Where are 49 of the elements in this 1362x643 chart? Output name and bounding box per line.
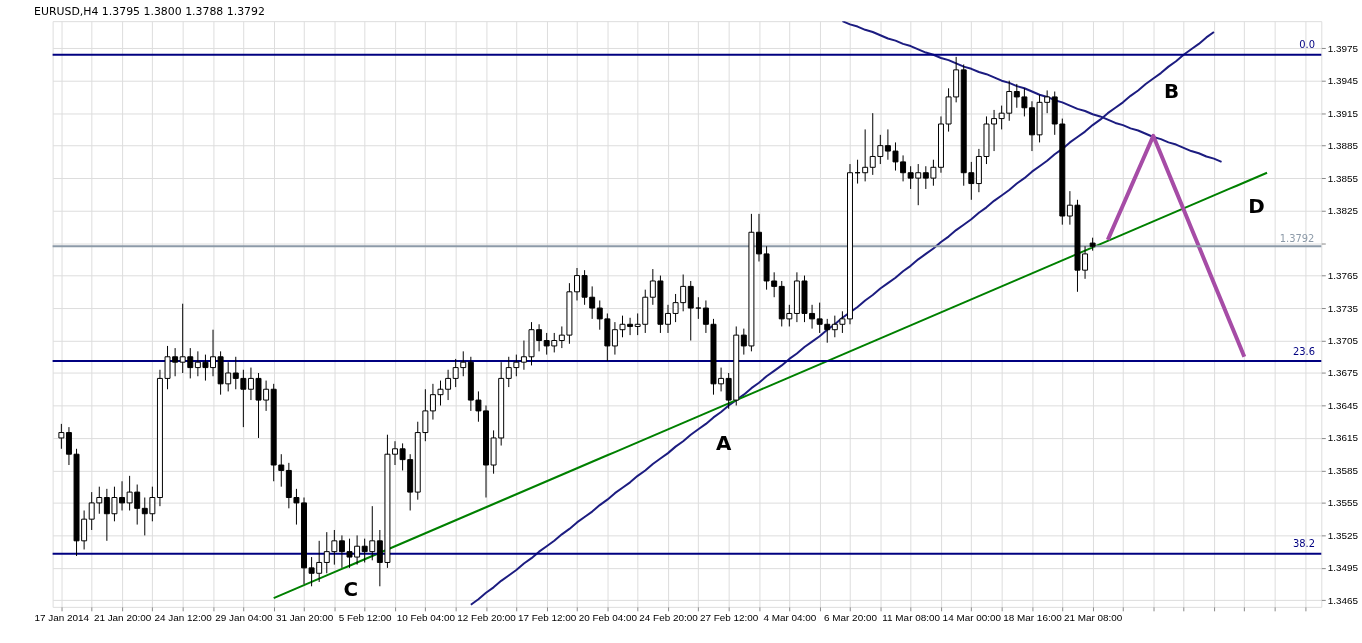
y-tick-label: 1.3555 bbox=[1327, 497, 1359, 509]
y-tick-label: 1.3915 bbox=[1327, 107, 1359, 119]
y-tick-label: 1.3825 bbox=[1327, 205, 1359, 217]
x-tick-label: 4 Mar 04:00 bbox=[763, 612, 817, 624]
y-tick-label: 1.3705 bbox=[1327, 335, 1359, 346]
line-series bbox=[1105, 133, 1247, 359]
annotation: D bbox=[1248, 195, 1265, 219]
x-tick-label: 12 Feb 20:00 bbox=[457, 612, 517, 624]
y-tick-label: 1.3735 bbox=[1327, 302, 1359, 314]
line-series bbox=[272, 171, 1269, 600]
y-tick-label: 1.3495 bbox=[1327, 562, 1359, 574]
y-tick-label: 1.3675 bbox=[1327, 367, 1359, 379]
ref-line-label: 1.3792 bbox=[1279, 233, 1315, 245]
y-tick-label: 1.3945 bbox=[1327, 75, 1359, 87]
x-tick-label: 24 Jan 12:00 bbox=[154, 612, 213, 624]
x-tick-label: 10 Feb 04:00 bbox=[396, 612, 456, 624]
y-tick-label: 1.3525 bbox=[1327, 529, 1359, 541]
y-tick-label: 1.3585 bbox=[1327, 464, 1359, 476]
candlestick bbox=[695, 296, 702, 320]
annotation: A bbox=[716, 431, 733, 455]
y-tick-label: 1.3765 bbox=[1327, 270, 1359, 282]
annotation: B bbox=[1164, 79, 1180, 103]
candlestick bbox=[862, 128, 869, 182]
x-tick-label: 5 Feb 12:00 bbox=[338, 612, 393, 624]
x-tick-label: 20 Feb 04:00 bbox=[578, 612, 638, 624]
x-tick-label: 21 Mar 08:00 bbox=[1063, 612, 1123, 624]
annotation: 0.0 bbox=[1299, 38, 1315, 50]
annotation: 38.2 bbox=[1292, 538, 1315, 550]
x-tick-label: 17 Jan 2014 bbox=[34, 612, 90, 624]
x-tick-label: 31 Jan 20:00 bbox=[275, 612, 334, 624]
candlestick bbox=[687, 280, 694, 342]
x-tick-label: 24 Feb 20:00 bbox=[639, 612, 699, 624]
annotation: C bbox=[343, 577, 359, 601]
x-tick-label: 29 Jan 04:00 bbox=[215, 612, 273, 624]
y-tick-label: 1.3465 bbox=[1327, 594, 1359, 606]
x-tick-label: 6 Mar 20:00 bbox=[824, 612, 878, 624]
y-tick-label: 1.3885 bbox=[1327, 140, 1359, 152]
x-tick-label: 21 Jan 20:00 bbox=[93, 612, 152, 624]
x-tick-label: 11 Mar 08:00 bbox=[882, 612, 941, 624]
x-tick-label: 18 Mar 16:00 bbox=[1003, 612, 1063, 624]
annotation: 23.6 bbox=[1292, 346, 1315, 358]
y-tick-label: 1.3975 bbox=[1327, 42, 1359, 54]
x-tick-label: 17 Feb 12:00 bbox=[517, 612, 577, 624]
y-tick-label: 1.3855 bbox=[1327, 172, 1359, 184]
x-tick-label: 14 Mar 00:00 bbox=[942, 612, 1002, 624]
y-tick-label: 1.3615 bbox=[1327, 432, 1359, 444]
x-tick-label: 27 Feb 12:00 bbox=[699, 612, 759, 624]
chart-title: EURUSD,H4 1.3795 1.3800 1.3788 1.3792 bbox=[34, 5, 265, 19]
y-tick-label: 1.3645 bbox=[1327, 399, 1359, 411]
